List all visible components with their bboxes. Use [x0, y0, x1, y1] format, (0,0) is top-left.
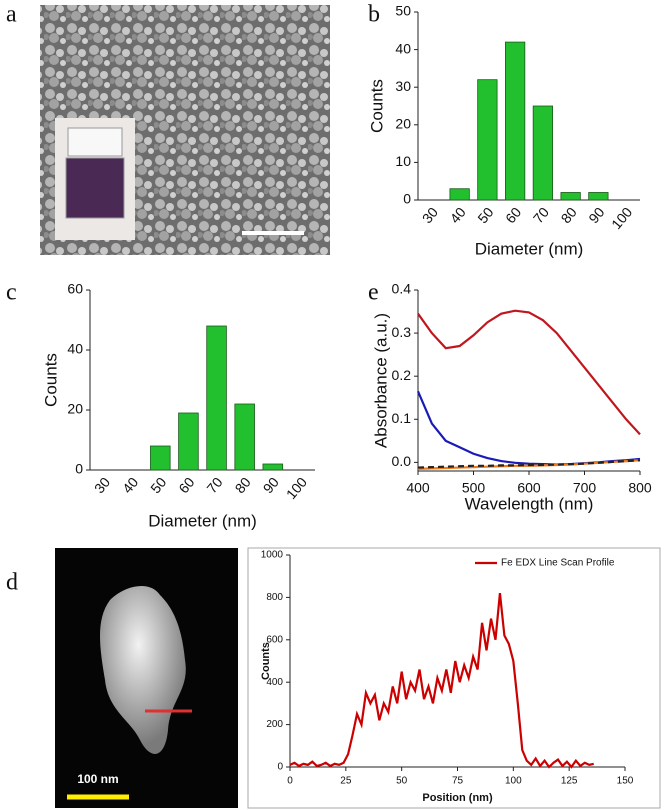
- series-line: [417, 309, 641, 436]
- y-tick-label: 10: [395, 153, 411, 169]
- y-tick-label: 40: [395, 40, 411, 56]
- x-tick-label: 100: [608, 204, 635, 232]
- x-tick-label: 70: [203, 474, 225, 496]
- x-axis-label: Position (nm): [422, 792, 493, 804]
- x-tick-label: 50: [396, 776, 408, 787]
- x-tick-label: 800: [628, 480, 652, 496]
- bar: [234, 403, 255, 471]
- x-tick-label: 60: [175, 474, 197, 496]
- x-tick-label: 100: [283, 474, 310, 502]
- bar: [477, 79, 498, 201]
- y-tick-label: 50: [395, 3, 411, 19]
- bar: [449, 188, 470, 201]
- panel-label: a: [6, 2, 17, 28]
- y-tick-label: 0: [277, 762, 283, 773]
- y-axis-label: Counts: [367, 79, 386, 133]
- y-tick-label: 400: [266, 677, 283, 688]
- y-tick-label: 60: [67, 281, 83, 297]
- y-tick-label: 600: [266, 634, 283, 645]
- x-tick-label: 100: [505, 776, 522, 787]
- y-tick-label: 20: [395, 116, 411, 132]
- bar: [178, 412, 199, 471]
- x-tick-label: 700: [573, 480, 597, 496]
- y-tick-label: 800: [266, 592, 283, 603]
- x-axis-label: Diameter (nm): [475, 239, 584, 258]
- panel-label: c: [6, 280, 17, 306]
- x-axis-label: Diameter (nm): [148, 511, 257, 530]
- y-tick-label: 30: [395, 78, 411, 94]
- x-tick-label: 150: [617, 776, 634, 787]
- y-tick-label: 40: [67, 341, 83, 357]
- bar: [588, 192, 609, 201]
- series-line: [289, 593, 594, 769]
- chart-frame: [247, 547, 661, 809]
- bar: [262, 463, 284, 471]
- x-tick-label: 90: [585, 204, 607, 226]
- bar: [532, 105, 553, 201]
- x-tick-label: 40: [446, 204, 468, 226]
- bar: [505, 41, 526, 201]
- x-tick-label: 500: [462, 480, 486, 496]
- x-tick-label: 75: [452, 776, 464, 787]
- y-tick-label: 1000: [261, 550, 284, 561]
- x-axis-label: Wavelength (nm): [465, 494, 594, 513]
- panel-label: b: [368, 2, 380, 28]
- y-tick-label: 20: [67, 401, 83, 417]
- y-tick-label: 0.3: [392, 324, 412, 340]
- x-tick-label: 60: [502, 204, 524, 226]
- x-tick-label: 30: [419, 204, 441, 226]
- legend-label: Fe EDX Line Scan Profile: [501, 558, 615, 569]
- y-axis-label: Counts: [260, 642, 272, 680]
- panel-label: d: [6, 570, 18, 596]
- sem-image: [40, 5, 330, 255]
- y-tick-label: 0: [75, 461, 83, 477]
- x-tick-label: 90: [260, 474, 282, 496]
- y-axis-label: Absorbance (a.u.): [371, 313, 390, 448]
- x-tick-label: 30: [91, 474, 113, 496]
- y-tick-label: 0: [403, 191, 411, 207]
- x-tick-label: 25: [340, 776, 352, 787]
- series-line: [416, 390, 641, 466]
- y-tick-label: 0.1: [392, 410, 412, 426]
- series-line: [417, 459, 641, 469]
- x-tick-label: 50: [147, 474, 169, 496]
- scale-bar-label: 100 nm: [77, 772, 118, 786]
- x-tick-label: 400: [406, 480, 430, 496]
- x-tick-label: 50: [474, 204, 496, 226]
- x-tick-label: 80: [557, 204, 579, 226]
- x-tick-label: 600: [517, 480, 541, 496]
- y-tick-label: 200: [266, 719, 283, 730]
- x-tick-label: 40: [119, 474, 141, 496]
- bar: [150, 445, 171, 471]
- x-tick-label: 80: [232, 474, 254, 496]
- tem-image: 100 nm: [55, 548, 238, 808]
- y-axis-label: Counts: [41, 353, 60, 407]
- y-tick-label: 0.4: [392, 281, 412, 297]
- x-tick-label: 70: [530, 204, 552, 226]
- y-tick-label: 0.2: [392, 367, 412, 383]
- bar: [560, 192, 581, 201]
- bar: [206, 325, 227, 471]
- panel-label: e: [368, 280, 379, 306]
- x-tick-label: 125: [561, 776, 578, 787]
- y-tick-label: 0.0: [392, 453, 412, 469]
- x-tick-label: 0: [287, 776, 293, 787]
